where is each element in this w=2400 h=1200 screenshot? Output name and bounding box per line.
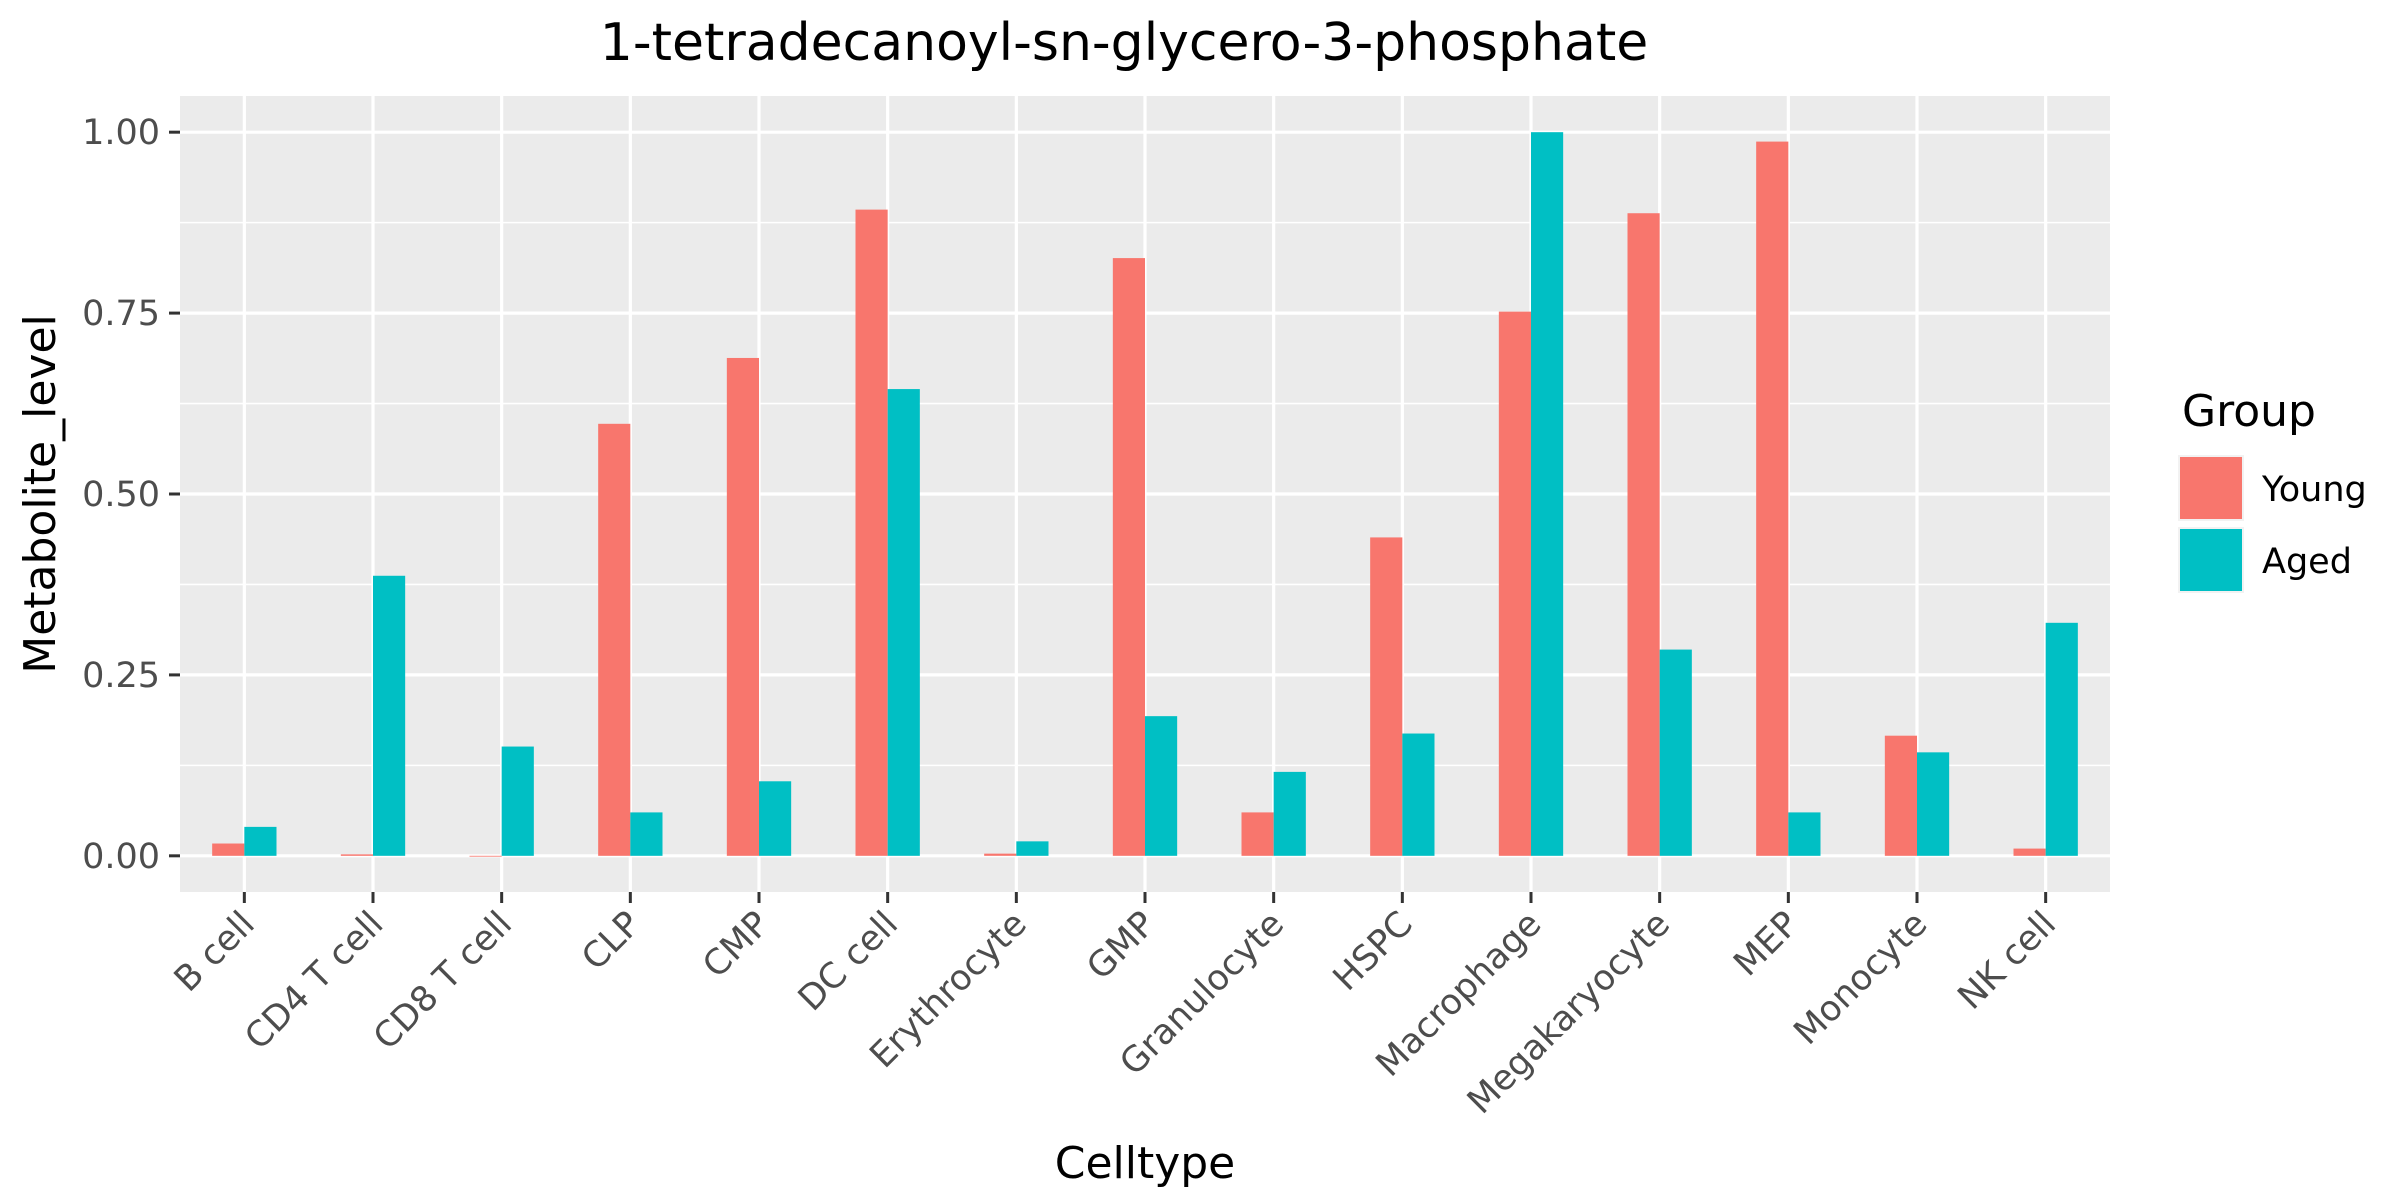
bar-young-granulocyte [1241, 812, 1274, 856]
bar-young-gmp [1112, 258, 1145, 856]
bar-aged-granulocyte [1273, 771, 1306, 856]
bar-aged-dc-cell [887, 389, 920, 856]
bar-young-b-cell [212, 843, 245, 856]
y-tick-label: 0.25 [82, 656, 160, 696]
x-tick-label: HSPC [1326, 904, 1421, 999]
bar-aged-mep [1788, 812, 1821, 856]
x-tick-label: NK cell [1951, 904, 2064, 1017]
bar-aged-monocyte [1917, 752, 1950, 856]
legend-label-aged: Aged [2262, 542, 2352, 582]
x-tick-label: CD4 T cell [238, 904, 392, 1058]
x-tick-label: CD8 T cell [366, 904, 520, 1058]
x-tick-label: MEP [1726, 904, 1806, 984]
y-tick-label: 0.75 [82, 294, 160, 334]
y-axis: 0.00 0.25 0.50 0.75 1.00 [82, 113, 180, 877]
bars [212, 132, 2078, 857]
x-tick-label: CMP [696, 904, 778, 986]
bar-young-cd8-t-cell [469, 855, 502, 857]
bar-young-mep [1756, 141, 1789, 856]
legend-key-aged [2180, 529, 2242, 591]
bar-aged-gmp [1145, 716, 1178, 856]
bar-young-monocyte [1884, 735, 1917, 856]
bar-aged-erythrocyte [1016, 841, 1049, 856]
bar-aged-megakaryocyte [1659, 649, 1692, 856]
bar-aged-clp [630, 812, 663, 856]
x-tick-label: DC cell [791, 904, 906, 1019]
bar-young-cmp [726, 357, 759, 856]
bar-aged-hspc [1402, 733, 1435, 856]
bar-young-nk-cell [2013, 848, 2046, 856]
legend: Group Young Aged [2178, 386, 2367, 593]
legend-key-young [2180, 457, 2242, 519]
bar-aged-macrophage [1531, 132, 1564, 856]
bar-young-erythrocyte [984, 853, 1017, 856]
bar-young-megakaryocyte [1627, 213, 1660, 856]
bar-aged-cd8-t-cell [501, 746, 534, 856]
y-axis-title: Metabolite_level [15, 314, 66, 674]
x-tick-label: Monocyte [1787, 904, 1936, 1053]
bar-aged-cmp [759, 781, 792, 856]
bar-aged-nk-cell [2045, 622, 2078, 856]
bar-young-macrophage [1498, 311, 1531, 856]
y-tick-label: 0.50 [82, 475, 160, 515]
bar-young-cd4-t-cell [340, 854, 373, 856]
legend-title: Group [2182, 386, 2316, 437]
x-axis-title: Celltype [1055, 1138, 1236, 1189]
bar-young-hspc [1370, 537, 1403, 856]
bar-aged-b-cell [244, 826, 277, 856]
legend-label-young: Young [2261, 470, 2367, 510]
chart-title: 1-tetradecanoyl-sn-glycero-3-phosphate [600, 13, 1648, 73]
x-tick-label: CLP [574, 904, 648, 978]
bar-young-clp [598, 423, 631, 856]
y-tick-label: 0.00 [82, 837, 160, 877]
y-tick-label: 1.00 [82, 113, 160, 153]
bar-young-dc-cell [855, 209, 888, 856]
x-tick-label: GMP [1080, 904, 1164, 988]
bar-aged-cd4-t-cell [373, 575, 406, 856]
x-tick-label: B cell [167, 904, 263, 1000]
